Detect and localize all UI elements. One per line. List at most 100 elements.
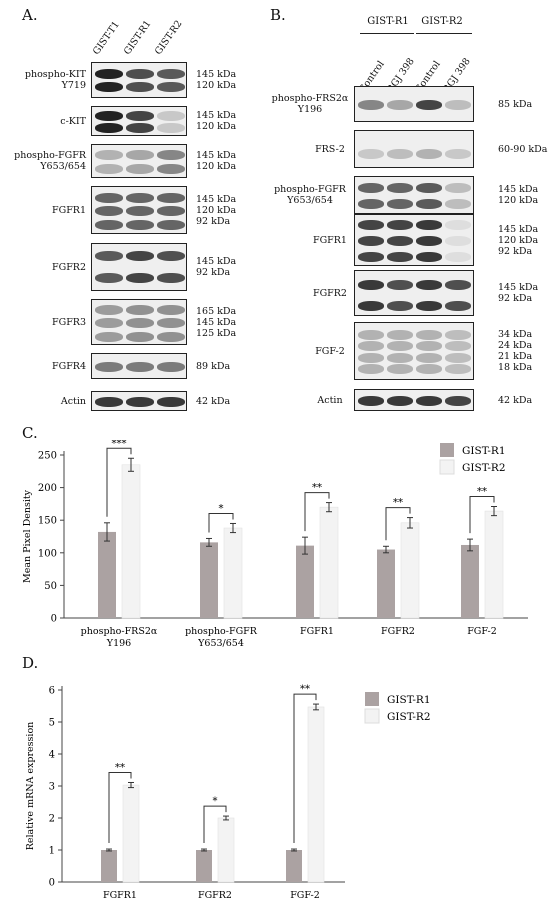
panel-b-size-label: 42 kDa xyxy=(498,394,533,406)
panel-a-band xyxy=(126,68,154,79)
panel-b-blot xyxy=(354,270,474,316)
panel-b-band xyxy=(416,329,442,340)
bar xyxy=(400,522,420,619)
panel-b-band xyxy=(416,236,442,246)
panel-b-letter: B. xyxy=(270,6,286,24)
panel-b-band xyxy=(358,220,384,231)
panel-b-size-labels: 145 kDa 120 kDa 92 kDa xyxy=(498,224,538,257)
panel-b-band xyxy=(416,279,442,290)
panel-a-band xyxy=(95,397,123,407)
panel-b-band xyxy=(358,236,384,246)
panel-a-row-label: Actin xyxy=(61,396,86,407)
panel-a-band xyxy=(126,82,154,93)
panel-a-band xyxy=(95,251,123,261)
panel-b-band xyxy=(445,100,471,110)
panel-a-band xyxy=(126,220,154,231)
bar xyxy=(196,850,212,882)
legend-label: GIST-R1 xyxy=(462,445,506,457)
panel-a-size-labels: 145 kDa 120 kDa xyxy=(196,110,236,132)
panel-b-band xyxy=(387,220,413,231)
bar xyxy=(101,850,117,882)
panel-a-size-label: 145 kDa xyxy=(196,150,237,161)
panel-b-size-labels: 145 kDa 92 kDa xyxy=(498,282,538,304)
significance-label: ** xyxy=(393,498,403,509)
panel-a-column-header: GIST-R1 xyxy=(121,18,154,58)
panel-b-size-label: 34 kDa xyxy=(498,329,533,340)
panel-a-row-label-line: Y653/654 xyxy=(40,161,86,172)
panel-a-band xyxy=(157,111,185,121)
panel-b-band xyxy=(358,364,384,375)
panel-b-row-label-line: FRS-2 xyxy=(315,143,345,155)
panel-a-row-label: phospho-KIT Y719 xyxy=(25,69,86,91)
panel-b-band xyxy=(445,396,471,406)
panel-a-band xyxy=(157,192,185,203)
bar xyxy=(98,531,116,618)
panel-b-band xyxy=(416,352,442,363)
x-category-label: FGFR2 xyxy=(198,890,232,901)
panel-b-band xyxy=(358,300,384,311)
panel-a-band xyxy=(95,150,123,161)
panel-a-band xyxy=(95,123,123,133)
y-axis-label: Relative mRNA expression xyxy=(25,722,36,851)
y-axis-label: Mean Pixel Density xyxy=(22,489,33,583)
panel-b-size-labels: 60-90 kDa xyxy=(498,144,547,155)
panel-b-row-label-line: phospho-FRS2α xyxy=(271,93,349,104)
x-category-label: FGFR1 xyxy=(103,890,137,901)
panel-b-band xyxy=(387,251,413,262)
bar xyxy=(319,506,339,619)
panel-a-band xyxy=(126,318,154,328)
panel-b-band xyxy=(416,364,442,375)
panel-b-band xyxy=(416,396,442,406)
x-category-label: phospho-FRS2α xyxy=(81,626,158,637)
panel-b-band xyxy=(387,396,413,406)
panel-a-column-header: GIST-T1 xyxy=(90,19,122,58)
panel-a-row-label: c-KIT xyxy=(60,116,86,127)
chart-d: 0 1 2 3 4 5 6 Relative mRNA expression ** FGFR1 * F… xyxy=(25,684,431,901)
panel-a-band xyxy=(95,68,123,79)
y-tick-label: 4 xyxy=(49,750,55,761)
panel-a-size-label: 42 kDa xyxy=(196,395,231,407)
legend-swatch xyxy=(365,692,379,706)
panel-b-band xyxy=(387,300,413,311)
x-category-label: FGFR2 xyxy=(381,626,415,637)
panel-a-band xyxy=(126,397,154,407)
bar xyxy=(461,544,479,618)
panel-a-band xyxy=(157,397,185,407)
panel-a-size-label: 145 kDa xyxy=(196,316,237,328)
panel-b-band xyxy=(387,236,413,246)
significance-label: ** xyxy=(115,762,125,773)
y-tick-label: 0 xyxy=(51,614,57,625)
panel-b-band xyxy=(387,329,413,340)
panel-a-size-labels: 145 kDa 120 kDa 92 kDa xyxy=(196,194,236,227)
panel-b-row-label-line: phospho-FGFR xyxy=(274,184,346,195)
panel-b-band xyxy=(387,279,413,290)
y-tick-label: 250 xyxy=(38,451,57,462)
panel-a-band xyxy=(95,220,123,231)
panel-a-band xyxy=(126,192,154,203)
panel-b-size-label: 145 kDa xyxy=(498,282,539,293)
panel-a-size-label: 165 kDa xyxy=(196,305,237,317)
panel-a-band xyxy=(157,305,185,316)
y-tick-label: 100 xyxy=(38,548,57,559)
panel-a-band xyxy=(126,251,154,261)
panel-a-row-label: FGFR1 xyxy=(52,205,86,216)
panel-b-size-labels: 85 kDa xyxy=(498,99,532,110)
panel-b-row-label-line: FGFR2 xyxy=(313,287,347,299)
panel-a-band xyxy=(126,206,154,216)
panel-a-band xyxy=(95,331,123,342)
panel-b-blot xyxy=(354,322,474,380)
panel-b-size-labels: 42 kDa xyxy=(498,395,532,406)
panel-a-band xyxy=(95,111,123,121)
panel-b-band xyxy=(445,329,471,340)
y-tick-label: 1 xyxy=(49,846,55,857)
panel-a-band xyxy=(126,272,154,283)
x-category-label: Y653/654 xyxy=(197,638,244,649)
bar xyxy=(200,542,218,618)
panel-b-band xyxy=(445,341,471,352)
panel-a-letter: A. xyxy=(22,6,38,24)
panel-b-band xyxy=(387,341,413,352)
y-tick-label: 0 xyxy=(49,878,55,889)
panel-a-blot xyxy=(91,106,187,136)
panel-b-band xyxy=(416,100,442,110)
